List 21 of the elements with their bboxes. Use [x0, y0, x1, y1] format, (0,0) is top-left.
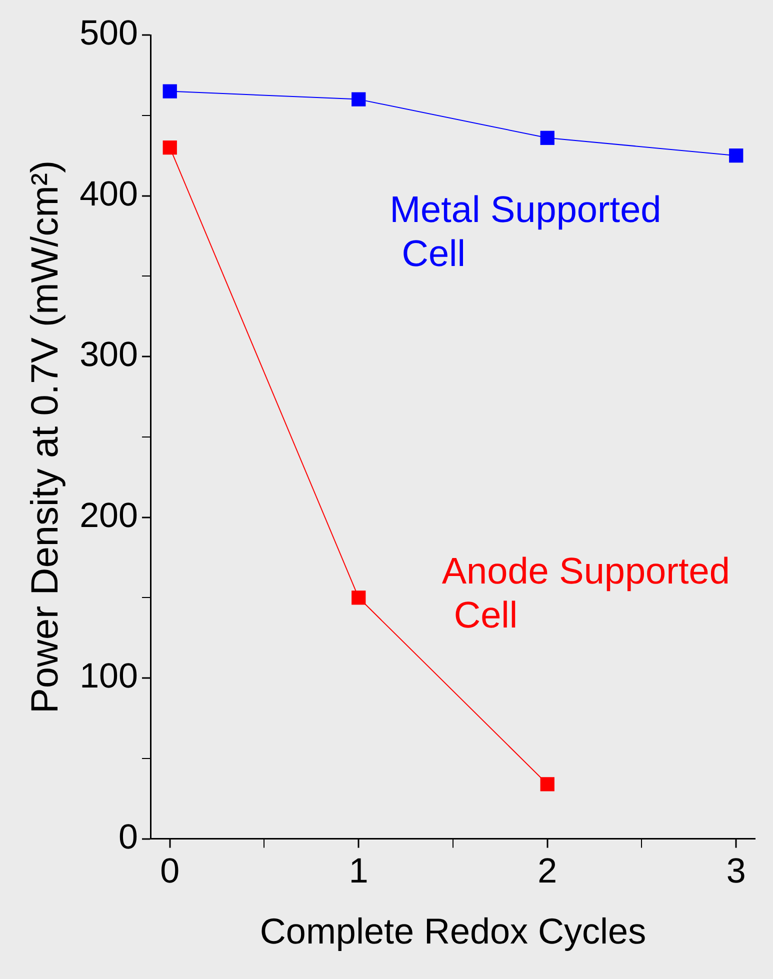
point — [352, 92, 366, 106]
point — [540, 777, 554, 792]
point — [162, 140, 177, 155]
point — [162, 84, 177, 98]
x-tick-label: 1 — [348, 851, 368, 890]
point — [729, 148, 744, 163]
y-tick-label: 500 — [80, 14, 138, 53]
x-axis-title: Complete Redox Cycles — [260, 910, 646, 952]
y-tick-label: 400 — [80, 174, 138, 214]
series-label: Metal Supported Cell — [390, 189, 662, 274]
y-tick-label: 0 — [118, 817, 138, 856]
y-tick-label: 100 — [80, 656, 138, 696]
x-tick-label: 3 — [726, 851, 746, 890]
x-tick-label: 2 — [538, 851, 558, 890]
series-label: Anode Supported Cell — [442, 550, 730, 636]
y-axis-title: Power Density at 0.7V (mW/cm²) — [24, 160, 66, 714]
point — [540, 130, 554, 145]
y-tick-label: 300 — [80, 335, 138, 374]
x-tick-label: 0 — [160, 851, 180, 890]
point — [352, 590, 366, 605]
y-tick-label: 200 — [80, 496, 138, 535]
